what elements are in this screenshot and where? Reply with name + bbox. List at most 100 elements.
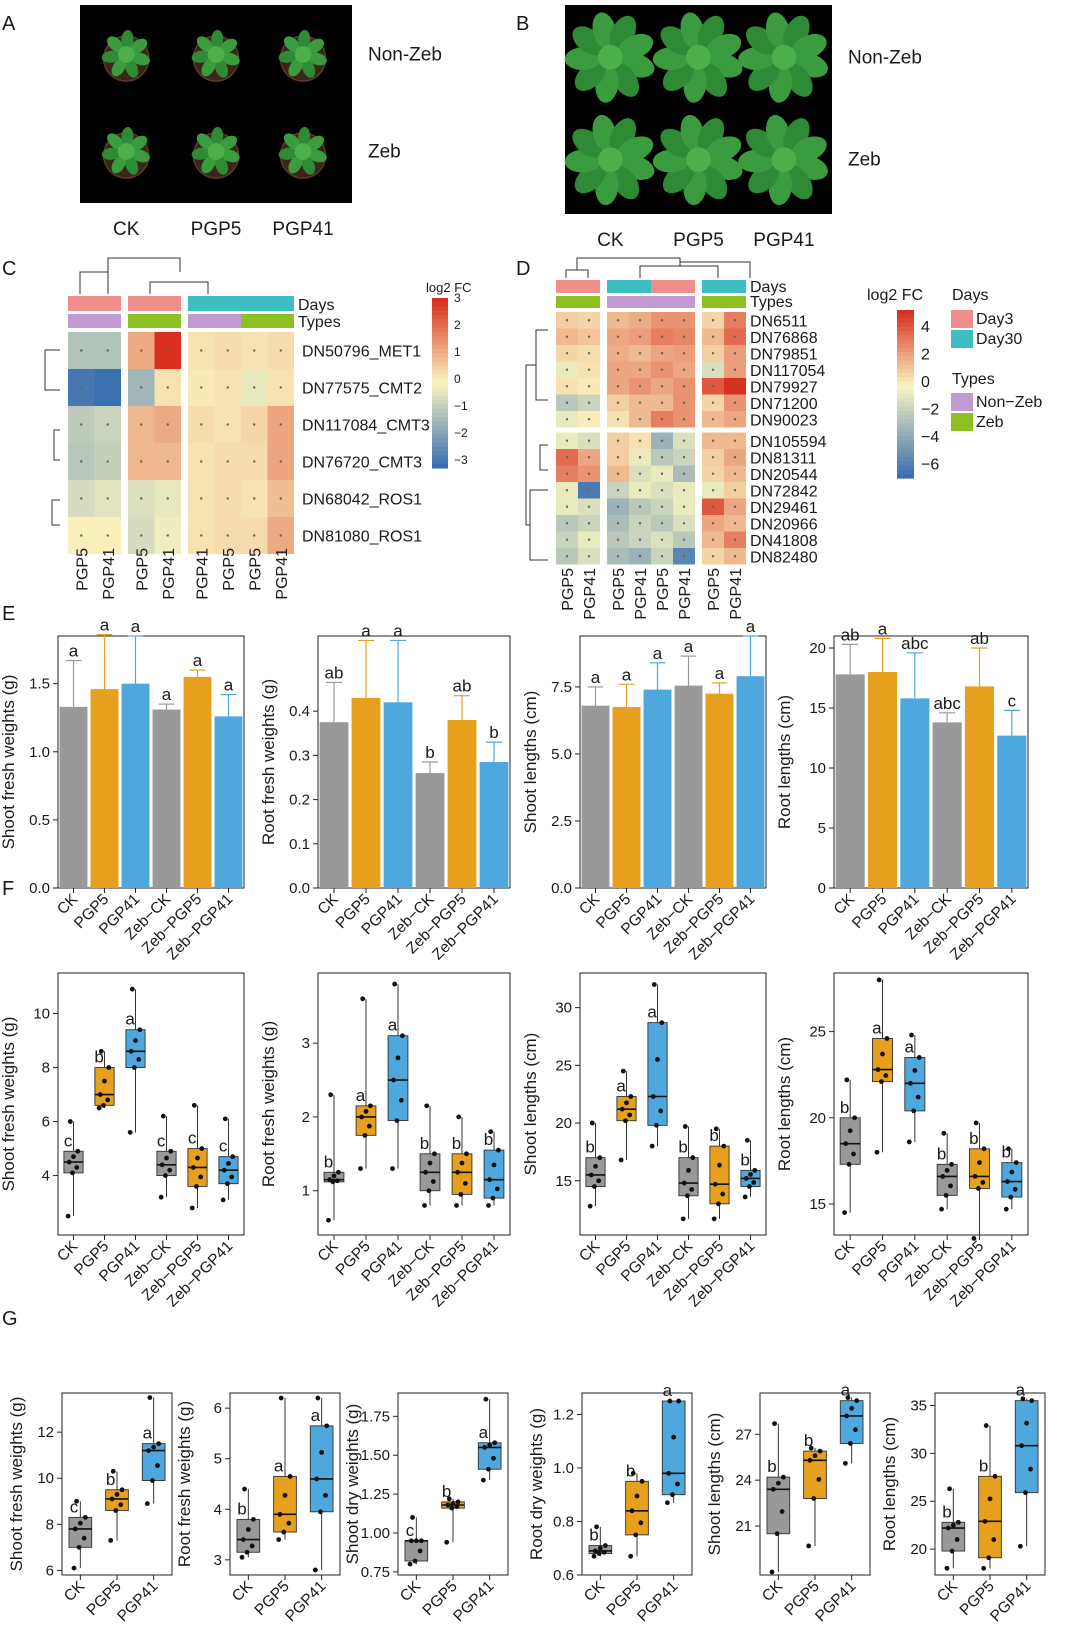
heatmap-d-sig-dot <box>711 538 715 541</box>
heatmap-c-sig-dot <box>253 460 256 463</box>
chart-e-1-bar <box>351 697 381 888</box>
chart-f-7-point <box>944 1167 950 1173</box>
chart-g-11-ylabel: Root dry weights (g) <box>527 1408 546 1560</box>
heatmap-d-sig-dot <box>733 505 737 508</box>
heatmap-c-sig-dot <box>226 423 229 426</box>
heatmap-d-legend-swatch <box>897 406 914 412</box>
chart-g-10-box <box>404 1540 429 1562</box>
plant-b <box>564 12 655 103</box>
plant-a <box>191 126 240 179</box>
heatmap-c-legend-swatch <box>432 395 448 401</box>
chart-f-5-point <box>496 1147 501 1153</box>
heatmap-c-sig-dot <box>106 460 109 463</box>
heatmap-d-sig-dot <box>616 439 620 442</box>
heatmap-c-sig-dot <box>226 349 229 352</box>
heatmap-d-sig-dot <box>711 456 715 459</box>
chart-f-7-point <box>980 1180 986 1185</box>
heatmap-d-sig-dot <box>682 352 686 355</box>
chart-e-1-sig-letter: a <box>393 621 403 640</box>
heatmap-c-legend-swatch <box>432 306 448 312</box>
heatmap-d-legend-swatch <box>897 331 914 336</box>
chart-f-4-point <box>98 1048 104 1054</box>
chart-f-4-point <box>160 1113 166 1119</box>
chart-f-6-point <box>686 1167 691 1173</box>
plant-a-leaf <box>220 149 240 163</box>
chart-f-5-point <box>455 1169 460 1175</box>
chart-g-10-point <box>454 1504 460 1509</box>
heatmap-d-row-label: DN20544 <box>750 467 818 484</box>
chart-f-5-point <box>462 1180 468 1186</box>
chart-f-5-sig-letter: b <box>452 1134 461 1153</box>
heatmap-d-sig-dot <box>616 472 620 475</box>
plant-a-leaf <box>130 38 148 54</box>
chart-f-5-point <box>363 1108 369 1114</box>
chart-g-13-point <box>950 1522 956 1528</box>
plant-a-leaf <box>196 133 214 150</box>
heatmap-d-sig-dot <box>565 538 569 541</box>
chart-f-4-box <box>156 1150 177 1177</box>
chart-g-9-point <box>318 1509 323 1515</box>
heatmap-c-sig-dot <box>200 386 203 389</box>
chart-f-7-sig-letter: b <box>840 1098 849 1117</box>
heatmap-d-sig-dot <box>616 489 620 492</box>
heatmap-c-sig-dot <box>166 386 169 389</box>
chart-g-13-point <box>944 1565 950 1571</box>
chart-g-13-sig-letter: b <box>942 1502 951 1521</box>
panel-letter-g: G <box>2 1308 18 1330</box>
heatmap-d-legend-swatch <box>897 431 914 437</box>
chart-f-6-point <box>649 1143 655 1149</box>
chart-g-10-point <box>413 1538 419 1544</box>
heatmap-c-legend-swatch <box>432 336 448 342</box>
heatmap-d-sig-dot <box>711 352 715 355</box>
chart-f-4-point <box>102 1078 107 1084</box>
chart-g-9-point <box>281 1529 287 1535</box>
chart-f-4-sig-letter: c <box>157 1131 166 1150</box>
types-legend-label: Non−Zeb <box>976 394 1042 411</box>
heatmap-d-days-bar <box>578 280 600 293</box>
heatmap-c-days-bar <box>241 296 268 311</box>
plant-b-leaf <box>791 136 827 162</box>
heatmap-d-sig-dot <box>660 522 664 525</box>
chart-g-12-point <box>845 1395 851 1400</box>
heatmap-d-sig-dot <box>565 335 569 338</box>
chart-f-5-point <box>398 1097 404 1103</box>
chart-f-7-point <box>1008 1194 1014 1200</box>
chart-g-11-point <box>602 1543 608 1548</box>
chart-g-11-point <box>634 1493 640 1499</box>
chart-g-8-ytick-label: 6 <box>46 1562 54 1579</box>
chart-f-6-ytick-label: 30 <box>555 1000 572 1017</box>
heatmap-d-sig-dot <box>711 418 715 421</box>
plant-a-center <box>294 46 312 63</box>
chart-g-11-point <box>638 1520 644 1526</box>
chart-e-1-ytick-label: 0.0 <box>289 880 310 897</box>
heatmap-d-sig-dot <box>616 368 620 371</box>
chart-g-13-ytick-label: 35 <box>910 1397 927 1414</box>
plant-a-leaf <box>111 58 126 77</box>
chart-e-1-frame <box>317 635 511 889</box>
chart-e-0-sig-letter: a <box>100 616 110 635</box>
chart-g-8-point <box>151 1444 157 1450</box>
heatmap-d-legend-swatch <box>897 310 914 315</box>
heatmap-d-row-label: DN71200 <box>750 396 818 413</box>
chart-f-6-point <box>593 1163 598 1169</box>
heatmap-d-legend-tick: 0 <box>921 374 930 391</box>
chart-g-10-point <box>491 1455 496 1461</box>
heatmap-d-legend-swatch <box>897 469 914 475</box>
heatmap-d-row-label: DN76868 <box>750 330 818 347</box>
heatmap-d-legend-swatch <box>897 423 914 429</box>
chart-e-0-sig-letter: a <box>193 651 203 670</box>
chart-f-4-point <box>189 1205 195 1211</box>
heatmap-c-sig-dot <box>253 534 256 537</box>
chart-g-10-point <box>492 1440 498 1446</box>
heatmap-c-sig-dot <box>106 423 109 426</box>
chart-g-9-point <box>312 1567 318 1573</box>
plant-b-center <box>686 147 711 172</box>
plant-a-center <box>294 143 312 160</box>
chart-g-9-point <box>244 1549 250 1555</box>
heatmap-d-legend-swatch <box>897 314 914 319</box>
heatmap-d-sig-dot <box>638 489 642 492</box>
heatmap-c-legend-tick: −3 <box>454 453 468 467</box>
heatmap-c-sig-dot <box>80 349 83 352</box>
heatmap-d-col-label: PGP41 <box>633 568 650 620</box>
heatmap-c-legend-swatch <box>432 378 448 384</box>
